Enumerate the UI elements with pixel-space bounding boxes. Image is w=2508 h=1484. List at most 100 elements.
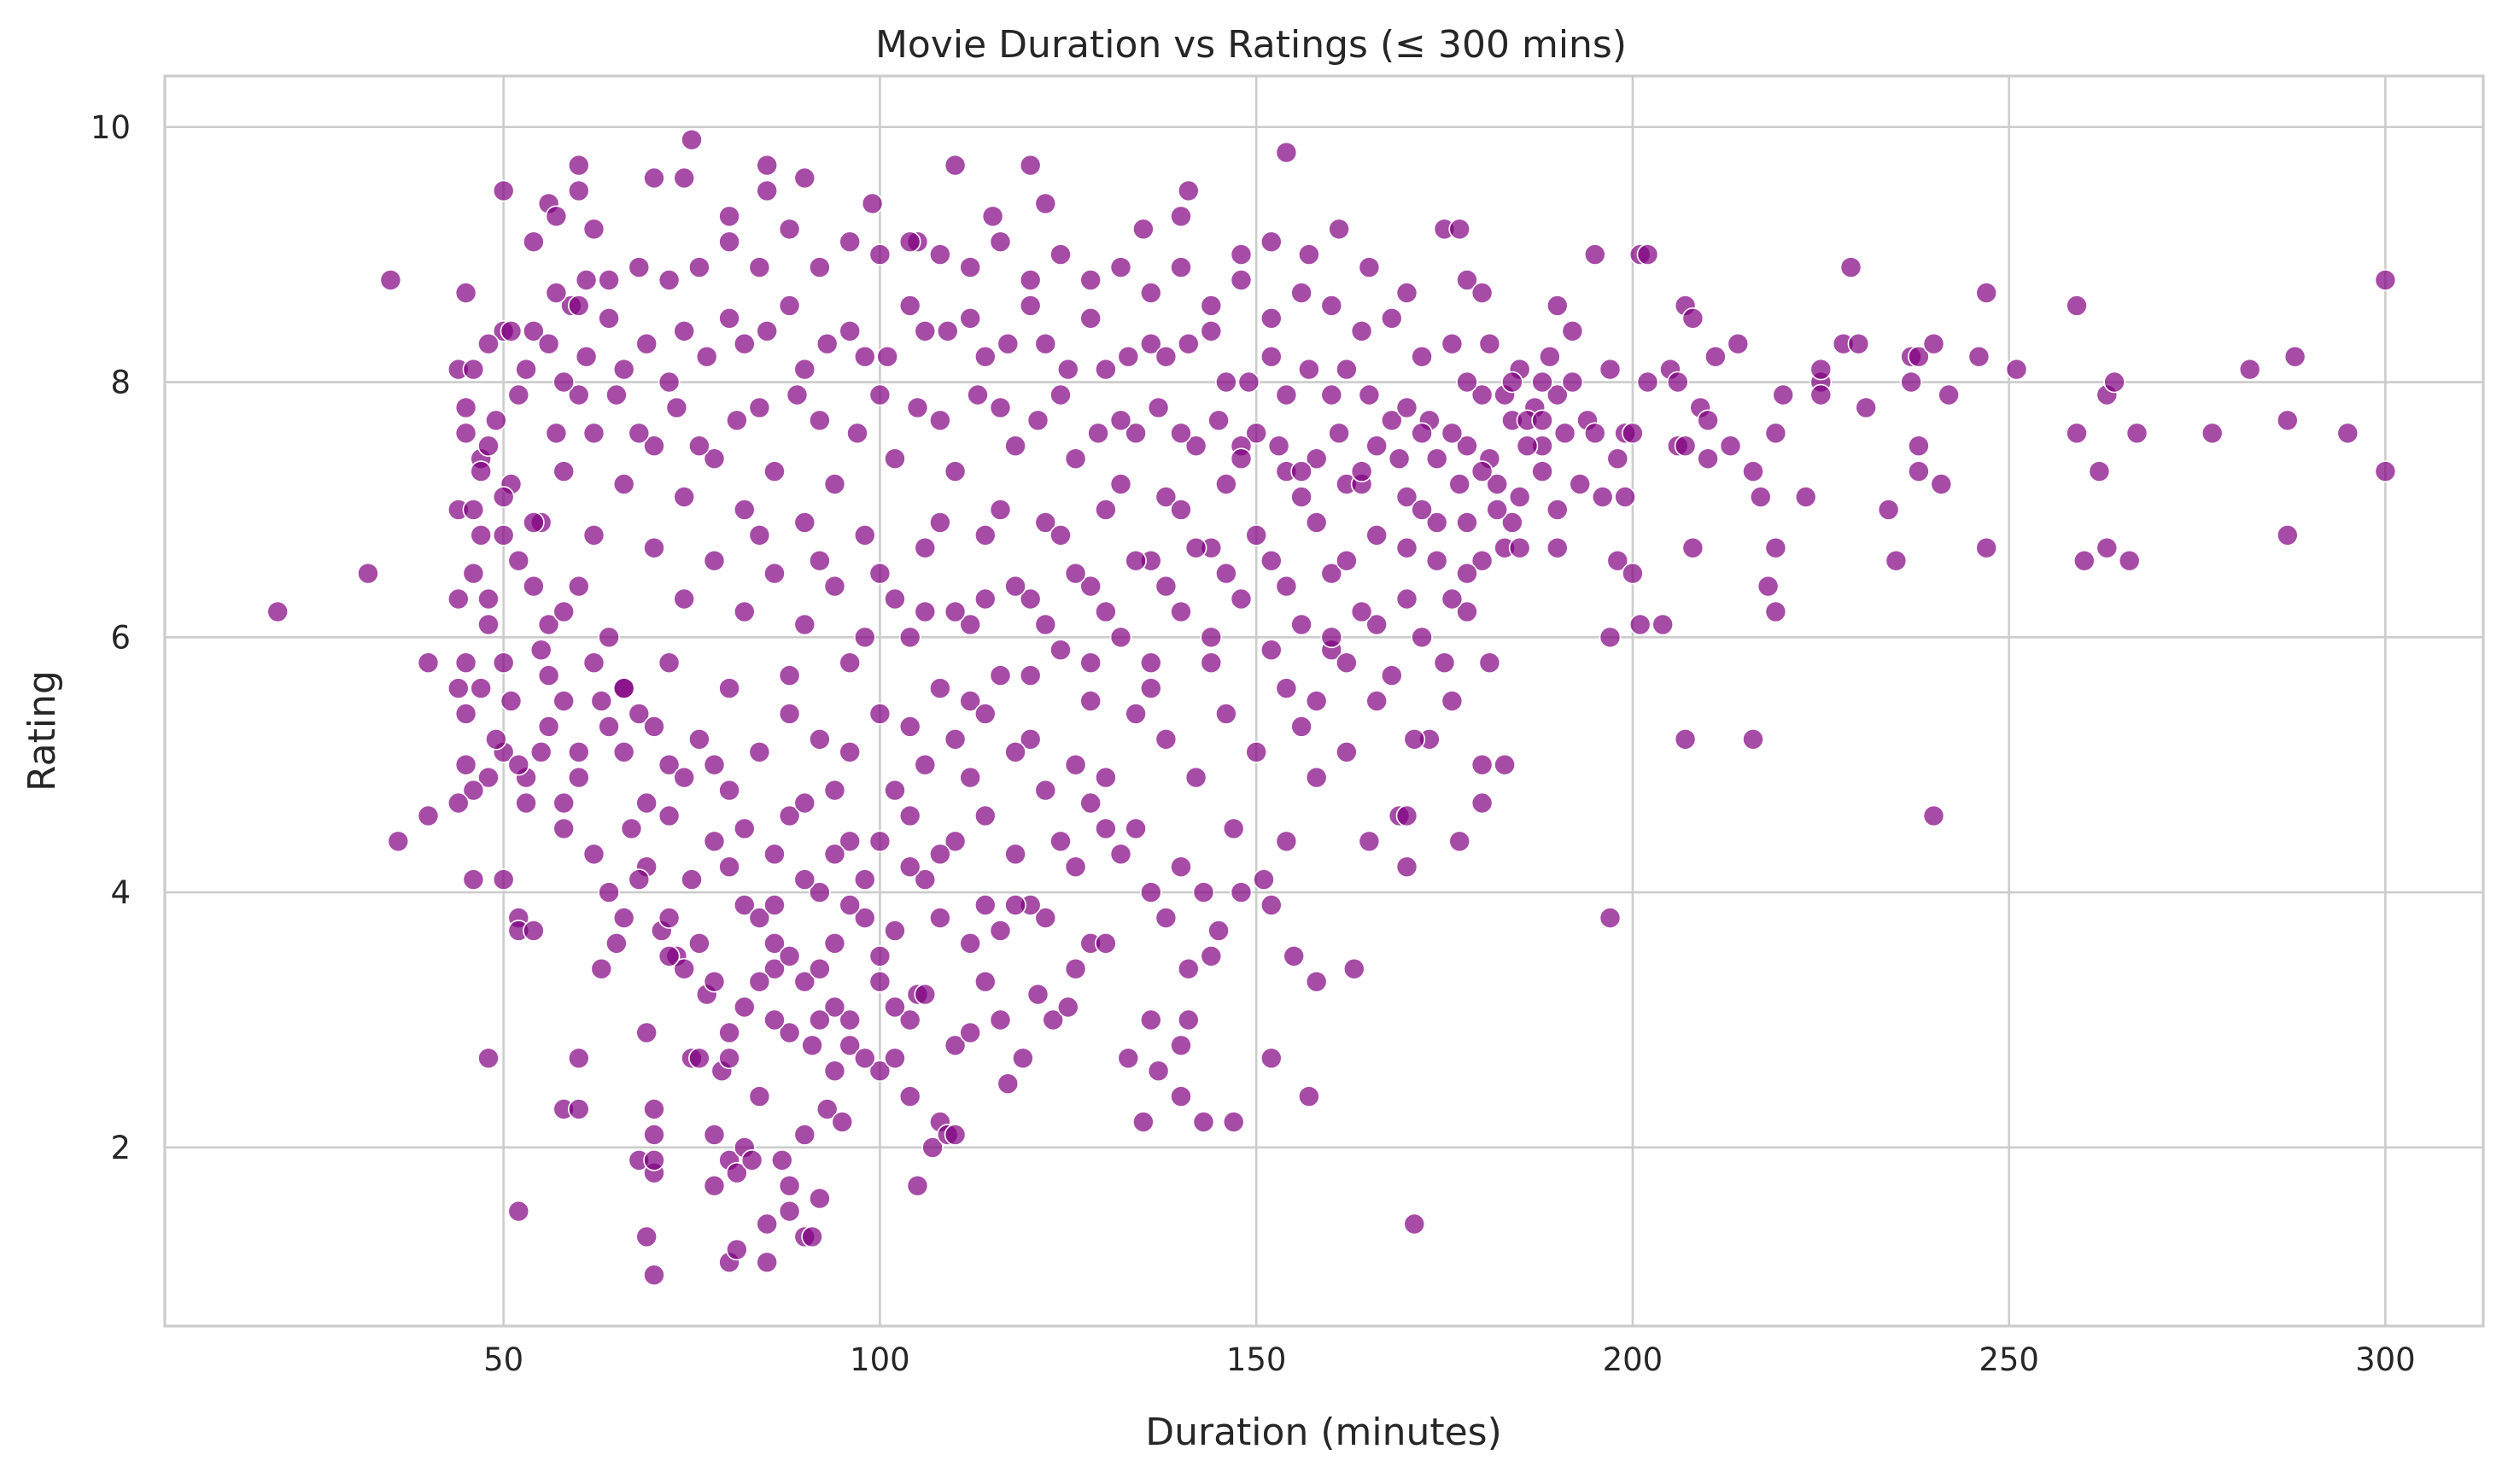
data-point: [703, 1174, 726, 1197]
data-point: [1245, 523, 1267, 546]
data-point: [1750, 486, 1772, 508]
data-point: [809, 727, 831, 751]
data-point: [831, 1111, 854, 1133]
data-point: [944, 727, 967, 751]
data-point: [1170, 256, 1192, 278]
data-point: [1403, 727, 1426, 751]
data-point: [1305, 766, 1328, 789]
data-point: [485, 409, 507, 432]
data-point: [635, 1225, 658, 1248]
data-point: [1178, 332, 1200, 355]
data-point: [1441, 587, 1464, 611]
data-point: [1727, 332, 1750, 355]
data-point: [884, 920, 906, 942]
plot-frame: [163, 74, 2485, 1328]
data-point: [1155, 345, 1178, 368]
data-point: [1320, 383, 1343, 406]
data-point: [1742, 727, 1764, 751]
data-point: [1170, 499, 1192, 521]
data-point: [612, 358, 635, 381]
data-point: [582, 422, 605, 445]
data-point: [1448, 218, 1470, 241]
data-point: [1441, 332, 1464, 355]
data-point: [1170, 1034, 1192, 1057]
data-point: [658, 907, 681, 929]
data-point: [1004, 435, 1026, 458]
data-point: [2238, 358, 2261, 381]
data-point: [839, 651, 862, 675]
data-point: [643, 536, 665, 559]
data-point: [1253, 868, 1275, 891]
data-point: [884, 996, 906, 1019]
data-point: [809, 957, 831, 980]
data-point: [1245, 422, 1267, 445]
data-point: [868, 383, 892, 406]
data-point: [1155, 575, 1178, 598]
data-point: [1478, 332, 1501, 355]
data-point: [1704, 345, 1727, 368]
data-point: [1809, 383, 1833, 406]
data-point: [778, 804, 801, 827]
data-point: [868, 945, 892, 967]
data-point: [1042, 1008, 1064, 1031]
data-point: [2103, 371, 2125, 394]
data-point: [944, 154, 967, 177]
data-point: [1425, 447, 1448, 470]
data-point: [1049, 639, 1072, 662]
data-point: [914, 600, 937, 623]
y-axis-label: Rating: [20, 670, 64, 792]
data-point: [1546, 536, 1569, 559]
data-point: [1222, 817, 1245, 840]
data-point: [763, 562, 786, 585]
data-point: [1584, 243, 1606, 266]
data-point: [1336, 358, 1358, 381]
data-point: [1230, 269, 1253, 291]
data-point: [868, 562, 892, 585]
data-point: [1561, 371, 1584, 394]
data-point: [1117, 345, 1140, 368]
data-point: [959, 766, 981, 789]
data-point: [1019, 269, 1042, 291]
data-point: [898, 804, 921, 827]
data-point: [529, 740, 552, 763]
data-point: [1456, 435, 1478, 458]
data-point: [1433, 651, 1456, 675]
data-point: [763, 932, 786, 955]
data-point: [981, 205, 1004, 228]
data-point: [612, 677, 635, 699]
data-point: [1614, 486, 1636, 508]
data-point: [1358, 830, 1381, 853]
data-point: [1365, 435, 1388, 458]
data-point: [898, 1085, 921, 1107]
data-point: [2201, 422, 2224, 445]
data-point: [1140, 881, 1162, 903]
data-point: [1034, 613, 1057, 636]
data-point: [1019, 664, 1042, 686]
data-point: [1019, 295, 1042, 317]
data-point: [357, 562, 379, 585]
data-point: [1109, 626, 1132, 649]
data-point: [823, 843, 846, 866]
data-point: [839, 740, 862, 763]
data-point: [567, 295, 590, 317]
data-point: [1591, 486, 1614, 508]
data-point: [1839, 256, 1862, 278]
data-point: [1599, 358, 1622, 381]
data-point: [1395, 536, 1418, 559]
data-point: [1305, 690, 1328, 712]
data-point: [1516, 435, 1539, 458]
data-point: [1095, 600, 1117, 623]
data-point: [635, 792, 658, 815]
data-point: [703, 549, 726, 572]
data-point: [756, 319, 779, 342]
data-point: [801, 1034, 823, 1057]
data-point: [552, 371, 576, 394]
data-point: [447, 587, 470, 611]
x-tick-label: 100: [850, 1341, 910, 1378]
data-point: [545, 205, 568, 228]
data-point: [1697, 409, 1719, 432]
data-point: [1381, 664, 1403, 686]
data-point: [529, 639, 552, 662]
data-point: [1388, 447, 1411, 470]
data-point: [959, 307, 981, 330]
